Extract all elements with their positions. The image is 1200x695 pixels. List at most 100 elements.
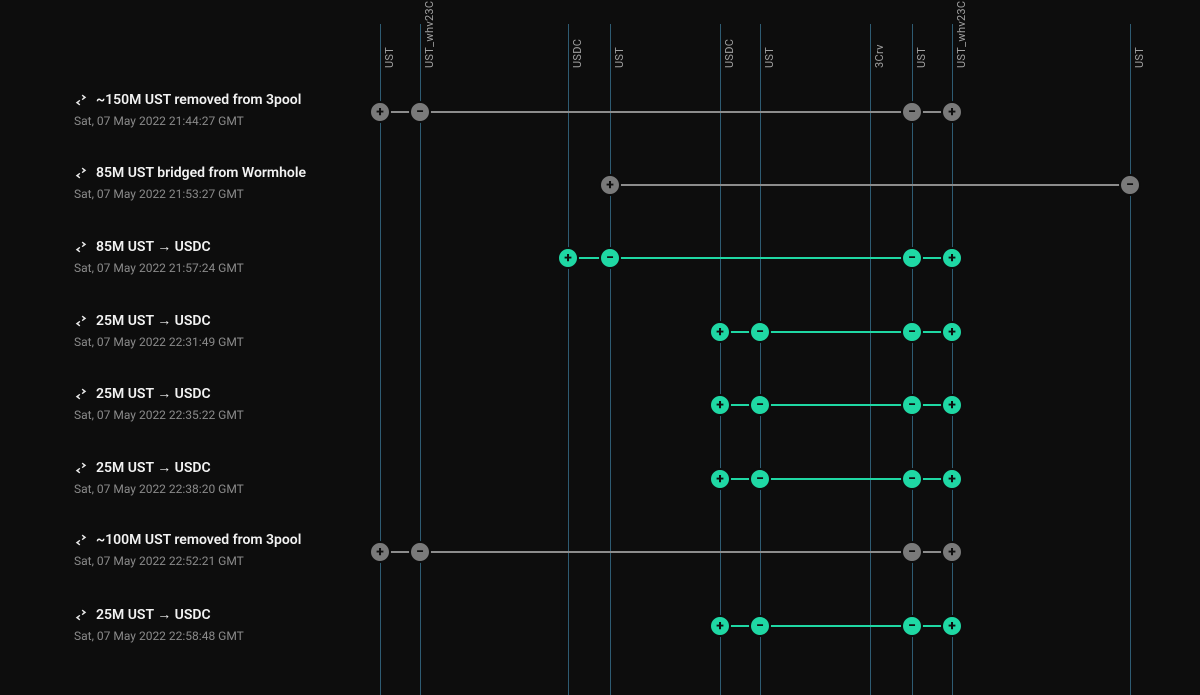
- event-dot--[interactable]: −: [901, 615, 923, 637]
- event-dot-+[interactable]: +: [709, 321, 731, 343]
- plus-icon: +: [716, 619, 724, 633]
- event-dot--[interactable]: −: [749, 321, 771, 343]
- lane-ust_b: [610, 24, 611, 695]
- event-dot-+[interactable]: +: [941, 247, 963, 269]
- event-dot--[interactable]: −: [901, 247, 923, 269]
- event-dot--[interactable]: −: [901, 321, 923, 343]
- event-dot--[interactable]: −: [749, 394, 771, 416]
- lane-usdc_a: [568, 24, 569, 695]
- event-dot--[interactable]: −: [901, 101, 923, 123]
- event-dot-+[interactable]: +: [941, 321, 963, 343]
- event-dot-+[interactable]: +: [709, 615, 731, 637]
- event-time: Sat, 07 May 2022 21:57:24 GMT: [74, 261, 354, 275]
- plus-icon: +: [606, 178, 614, 192]
- event-title[interactable]: 25M UST → USDC: [74, 459, 354, 476]
- lane-ust_a: [380, 24, 381, 695]
- minus-icon: −: [416, 545, 424, 559]
- event-row: 25M UST → USDCSat, 07 May 2022 22:35:22 …: [74, 385, 354, 422]
- event-dot--[interactable]: −: [901, 394, 923, 416]
- event-title[interactable]: ~150M UST removed from 3pool: [74, 92, 354, 108]
- event-time: Sat, 07 May 2022 22:52:21 GMT: [74, 554, 354, 568]
- swap-icon: [74, 93, 88, 107]
- swap-icon: [74, 240, 88, 254]
- event-bar: [610, 184, 1130, 186]
- lane-label-usdc_a: USDC: [571, 39, 584, 68]
- lane-label-threecrv: 3Crv: [873, 44, 886, 68]
- minus-icon: −: [908, 251, 916, 265]
- event-time: Sat, 07 May 2022 22:58:48 GMT: [74, 629, 354, 643]
- minus-icon: −: [756, 472, 764, 486]
- event-title[interactable]: 25M UST → USDC: [74, 606, 354, 623]
- event-title[interactable]: 25M UST → USDC: [74, 312, 354, 329]
- event-row: ~100M UST removed from 3pool Sat, 07 May …: [74, 532, 354, 568]
- minus-icon: −: [416, 105, 424, 119]
- minus-icon: −: [908, 619, 916, 633]
- lane-label-whv23_b: UST_whv23CRV: [955, 0, 968, 68]
- plus-icon: +: [948, 251, 956, 265]
- minus-icon: −: [756, 398, 764, 412]
- event-row: 85M UST → USDC Sat, 07 May 2022 21:57:24 …: [74, 238, 354, 275]
- plus-icon: +: [948, 325, 956, 339]
- event-dot--[interactable]: −: [409, 101, 431, 123]
- event-title-text: ~100M UST removed from 3pool: [96, 532, 301, 548]
- event-dot-+[interactable]: +: [941, 101, 963, 123]
- lane-whv23_a: [420, 24, 421, 695]
- event-dot--[interactable]: −: [749, 468, 771, 490]
- minus-icon: −: [606, 251, 614, 265]
- event-dot--[interactable]: −: [749, 615, 771, 637]
- minus-icon: −: [756, 619, 764, 633]
- event-title[interactable]: 85M UST bridged from Wormhole: [74, 165, 354, 181]
- event-bar: [568, 257, 952, 259]
- event-dot--[interactable]: −: [409, 541, 431, 563]
- event-dot-+[interactable]: +: [941, 615, 963, 637]
- swap-icon: [74, 608, 88, 622]
- swap-icon: [74, 387, 88, 401]
- lane-label-ust_c: UST: [763, 47, 776, 68]
- event-dot-+[interactable]: +: [941, 394, 963, 416]
- plus-icon: +: [716, 472, 724, 486]
- plus-icon: +: [948, 472, 956, 486]
- event-dot-+[interactable]: +: [709, 394, 731, 416]
- lane-ust_e: [1130, 24, 1131, 695]
- event-row: ~150M UST removed from 3poolSat, 07 May …: [74, 92, 354, 128]
- event-bar: [380, 111, 952, 113]
- event-row: 25M UST → USDC Sat, 07 May 2022 22:38:20 …: [74, 459, 354, 496]
- event-row: 25M UST → USDC Sat, 07 May 2022 22:31:49 …: [74, 312, 354, 349]
- minus-icon: −: [1126, 178, 1134, 192]
- lane-whv23_b: [952, 24, 953, 695]
- plus-icon: +: [948, 619, 956, 633]
- event-title[interactable]: 85M UST → USDC: [74, 238, 354, 255]
- event-title[interactable]: ~100M UST removed from 3pool: [74, 532, 354, 548]
- event-dot-+[interactable]: +: [941, 541, 963, 563]
- event-dot--[interactable]: −: [901, 468, 923, 490]
- plus-icon: +: [564, 251, 572, 265]
- event-dot-+[interactable]: +: [709, 468, 731, 490]
- event-time: Sat, 07 May 2022 22:38:20 GMT: [74, 482, 354, 496]
- plus-icon: +: [716, 325, 724, 339]
- event-title-text: 25M UST → USDC: [96, 312, 211, 329]
- swap-icon: [74, 461, 88, 475]
- swap-icon: [74, 533, 88, 547]
- event-title-text: ~150M UST removed from 3pool: [96, 92, 301, 108]
- lane-ust_d: [912, 24, 913, 695]
- lane-label-usdc_b: USDC: [723, 39, 736, 68]
- event-title[interactable]: 25M UST → USDC: [74, 385, 354, 402]
- event-dot--[interactable]: −: [901, 541, 923, 563]
- swap-icon: [74, 166, 88, 180]
- minus-icon: −: [756, 325, 764, 339]
- event-title-text: 25M UST → USDC: [96, 385, 211, 402]
- event-dot-+[interactable]: +: [369, 101, 391, 123]
- plus-icon: +: [716, 398, 724, 412]
- event-time: Sat, 07 May 2022 22:31:49 GMT: [74, 335, 354, 349]
- plus-icon: +: [376, 105, 384, 119]
- event-dot-+[interactable]: +: [941, 468, 963, 490]
- minus-icon: −: [908, 105, 916, 119]
- lane-ust_c: [760, 24, 761, 695]
- event-dot-+[interactable]: +: [369, 541, 391, 563]
- event-bar: [380, 551, 952, 553]
- event-dot-+[interactable]: +: [599, 174, 621, 196]
- event-dot--[interactable]: −: [599, 247, 621, 269]
- event-dot-+[interactable]: +: [557, 247, 579, 269]
- event-dot--[interactable]: −: [1119, 174, 1141, 196]
- plus-icon: +: [948, 545, 956, 559]
